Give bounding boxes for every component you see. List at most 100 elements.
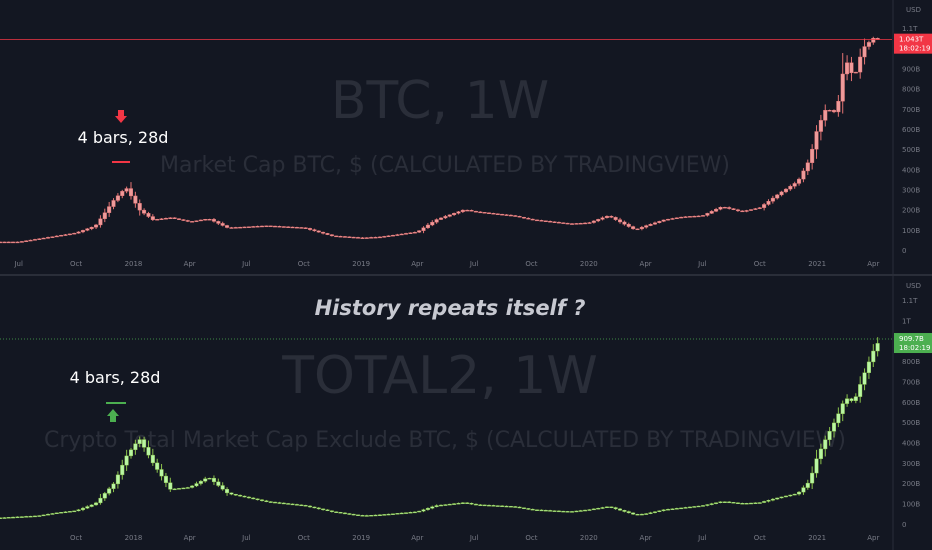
btc-candle <box>469 210 474 212</box>
total2-candle <box>434 505 439 508</box>
total2-candle <box>181 487 186 490</box>
total2-candle <box>382 514 387 516</box>
total2-candle <box>766 500 771 502</box>
btc-x-tick-label: Oct <box>298 260 310 268</box>
total2-candle <box>810 472 815 484</box>
total2-candle <box>753 502 758 504</box>
btc-candle <box>591 220 596 223</box>
total2-candle <box>54 512 59 515</box>
total2-candle <box>373 514 378 517</box>
total2-candle <box>0 517 2 519</box>
btc-candle <box>216 221 221 224</box>
btc-candle <box>225 225 230 228</box>
btc-candle <box>604 215 609 218</box>
total2-candle <box>225 488 230 494</box>
total2-candle <box>404 512 409 514</box>
btc-candle <box>714 209 719 212</box>
total2-candle <box>600 507 605 509</box>
btc-candle <box>203 219 208 221</box>
btc-candle <box>666 218 671 221</box>
btc-x-tick-label: 2020 <box>580 260 598 268</box>
btc-candle <box>360 237 365 239</box>
total2-candle <box>111 483 116 489</box>
btc-candle <box>76 231 81 234</box>
total2-candle <box>316 507 321 510</box>
btc-candle <box>290 226 295 229</box>
total2-candle <box>749 502 754 505</box>
btc-y-tick-label: 1.1T <box>902 25 918 33</box>
btc-candle <box>762 204 767 208</box>
btc-candle <box>845 62 850 75</box>
total2-y-tick-label: 300B <box>902 460 920 468</box>
total2-candle <box>613 507 618 510</box>
btc-candle <box>412 231 417 234</box>
btc-y-tick-label: 500B <box>902 146 920 154</box>
total2-candle <box>687 506 692 509</box>
total2-candle <box>312 506 317 509</box>
btc-candle <box>98 218 103 226</box>
total2-candle <box>142 439 147 448</box>
btc-candle <box>15 241 20 244</box>
total2-candle <box>792 493 797 496</box>
total2-candle <box>28 515 33 518</box>
total2-candle <box>238 494 243 497</box>
btc-candle <box>482 212 487 214</box>
btc-candle <box>150 216 155 220</box>
btc-candle <box>526 217 531 220</box>
btc-candle <box>238 226 243 229</box>
total2-candle <box>666 509 671 511</box>
total2-candle <box>561 510 566 513</box>
total2-candle <box>360 515 365 517</box>
btc-candle <box>535 219 540 222</box>
total2-x-tick-label: Apr <box>867 534 879 542</box>
btc-candle <box>735 209 740 212</box>
total2-candle <box>862 372 867 385</box>
btc-candle <box>329 234 334 237</box>
btc-x-tick-label: Apr <box>411 260 423 268</box>
total2-candle <box>500 505 505 508</box>
total2-candle <box>46 513 51 516</box>
total2-candle <box>255 498 260 501</box>
total2-candle <box>273 501 278 504</box>
total2-candle <box>631 512 636 515</box>
total2-candle <box>705 504 710 506</box>
total2-y-tick-label: 700B <box>902 379 920 387</box>
btc-y-tick-label: 700B <box>902 106 920 114</box>
btc-y-tick-label: 300B <box>902 187 920 195</box>
btc-x-tick-label: Oct <box>754 260 766 268</box>
total2-candle <box>845 398 850 404</box>
total2-candle <box>281 502 286 505</box>
total2-candle <box>587 509 592 511</box>
btc-candle <box>277 226 282 228</box>
btc-candle <box>430 221 435 226</box>
btc-candle <box>539 220 544 222</box>
btc-candle <box>395 234 400 236</box>
btc-candle <box>700 215 705 217</box>
btc-candle <box>792 183 797 187</box>
total2-candle <box>679 507 684 510</box>
total2-candle <box>286 503 291 505</box>
total2-candle <box>565 511 570 513</box>
btc-candle <box>552 221 557 223</box>
btc-candle <box>556 221 561 224</box>
total2-candle <box>294 504 299 506</box>
btc-candle <box>102 212 107 220</box>
btc-candle <box>373 236 378 239</box>
btc-candle <box>72 232 77 235</box>
total2-candle <box>11 516 16 519</box>
total2-candle <box>364 515 369 517</box>
total2-x-tick-label: Oct <box>754 534 766 542</box>
btc-candle <box>779 191 784 196</box>
total2-candle <box>67 511 72 513</box>
btc-candle <box>316 230 321 233</box>
btc-candle <box>128 188 133 197</box>
total2-candle <box>417 510 422 513</box>
btc-x-tick-label: Oct <box>525 260 537 268</box>
btc-candle <box>731 208 736 210</box>
total2-candle <box>604 506 609 509</box>
btc-x-tick-label: 2019 <box>352 260 370 268</box>
btc-candle <box>818 120 823 132</box>
btc-candle <box>11 241 16 244</box>
btc-candle <box>805 162 810 172</box>
total2-candle <box>875 343 880 352</box>
